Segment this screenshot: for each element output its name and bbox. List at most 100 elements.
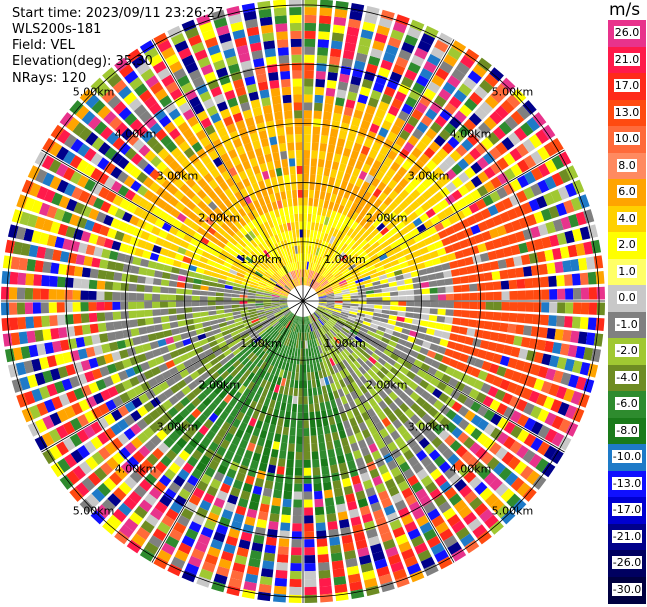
range-gate	[327, 276, 336, 283]
range-gate	[18, 257, 29, 271]
range-gate	[409, 570, 425, 583]
range-gate	[375, 265, 385, 273]
range-gate	[357, 188, 366, 198]
range-gate	[122, 329, 132, 339]
colorbar-tick-label: 17.0	[613, 79, 641, 93]
range-gate	[426, 243, 437, 252]
range-gate	[330, 48, 342, 58]
range-gate	[304, 562, 316, 572]
range-gate	[383, 385, 393, 396]
range-gate	[296, 316, 300, 325]
range-gate	[541, 124, 556, 140]
range-gate	[415, 396, 426, 407]
range-gate	[305, 277, 308, 286]
range-gate	[460, 318, 469, 327]
range-gate	[81, 324, 91, 335]
range-gate	[407, 115, 419, 128]
range-gate	[504, 472, 519, 487]
range-gate	[369, 272, 379, 279]
range-gate	[284, 320, 290, 328]
range-gate	[297, 404, 303, 413]
range-gate	[273, 593, 287, 603]
range-gate	[105, 270, 115, 281]
range-gate	[223, 301, 232, 305]
range-gate	[462, 76, 477, 91]
range-gate	[506, 493, 521, 508]
range-gate	[316, 426, 324, 436]
range-gate	[492, 238, 503, 249]
colorbar-tick-label: -1.0	[615, 317, 639, 331]
range-gate	[324, 309, 333, 314]
range-gate	[372, 337, 381, 345]
range-gate	[479, 487, 494, 501]
range-gate	[307, 253, 311, 262]
range-gate	[285, 467, 294, 476]
range-gate	[429, 343, 439, 352]
range-gate	[224, 450, 235, 461]
range-gate	[437, 294, 447, 301]
range-gate	[299, 364, 303, 373]
range-gate	[303, 150, 311, 159]
range-gate	[434, 370, 445, 380]
range-gate	[451, 413, 464, 426]
range-gate	[324, 333, 331, 341]
range-gate	[241, 357, 250, 366]
range-gate	[336, 261, 345, 269]
range-gate	[340, 470, 350, 480]
range-gate	[72, 290, 81, 300]
range-gate	[430, 301, 439, 308]
range-gate	[458, 267, 468, 276]
range-gate	[572, 287, 582, 300]
range-gate	[364, 314, 373, 320]
range-gate	[410, 228, 420, 237]
range-gate	[469, 310, 478, 319]
range-gate	[349, 286, 358, 291]
range-gate	[334, 178, 342, 188]
range-gate	[439, 108, 453, 122]
range-gate	[409, 19, 425, 32]
range-gate	[123, 496, 137, 511]
range-gate	[448, 116, 462, 129]
range-gate	[489, 67, 504, 82]
range-gate	[285, 311, 292, 318]
range-gate	[226, 365, 236, 374]
range-gate	[297, 420, 303, 429]
range-gate	[367, 224, 376, 234]
range-gate	[315, 214, 321, 224]
range-gate	[194, 272, 204, 279]
range-gate	[314, 506, 325, 516]
range-gate	[350, 295, 359, 299]
range-gate	[337, 352, 345, 361]
range-gate	[347, 315, 356, 321]
range-gate	[483, 423, 496, 436]
range-gate	[256, 386, 264, 396]
range-gate	[183, 443, 195, 455]
range-gate	[161, 424, 174, 436]
range-gate	[286, 222, 292, 231]
range-gate	[451, 40, 467, 54]
range-gate	[313, 363, 318, 372]
range-gate	[507, 233, 518, 245]
range-gate	[404, 521, 418, 533]
range-gate	[438, 429, 450, 441]
range-gate	[402, 272, 412, 279]
range-gate	[315, 309, 323, 315]
range-gate	[468, 202, 480, 214]
range-gate	[177, 468, 190, 481]
range-gate	[503, 182, 515, 196]
range-gate	[427, 273, 437, 281]
range-gate	[299, 332, 302, 341]
range-gate	[530, 183, 543, 197]
range-gate	[212, 434, 223, 446]
range-gate	[484, 311, 494, 320]
range-gate	[543, 142, 557, 157]
range-gate	[353, 321, 363, 327]
range-gate	[460, 533, 475, 547]
range-gate	[165, 257, 175, 266]
range-gate	[392, 526, 406, 538]
range-gate	[311, 262, 316, 271]
range-gate	[350, 292, 359, 296]
range-gate	[322, 314, 330, 320]
range-gate	[422, 295, 431, 301]
range-gate	[134, 505, 148, 519]
